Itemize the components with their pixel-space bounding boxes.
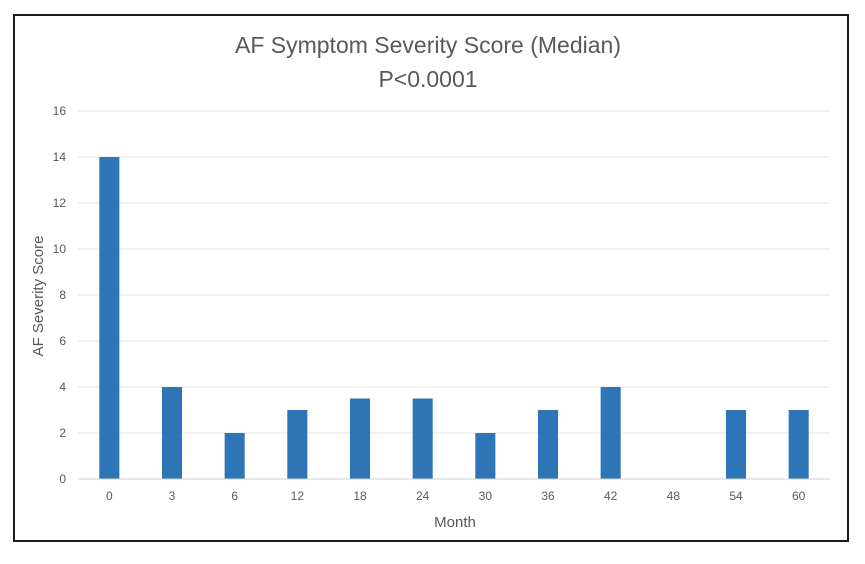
x-tick-label: 36 xyxy=(541,489,555,503)
y-tick-label: 10 xyxy=(53,242,67,256)
y-tick-label: 12 xyxy=(53,196,67,210)
bar-month-12 xyxy=(287,410,308,479)
y-tick-label: 16 xyxy=(53,104,67,118)
y-tick-label: 8 xyxy=(59,288,66,302)
y-tick-label: 0 xyxy=(59,472,66,486)
x-tick-label: 60 xyxy=(792,489,806,503)
chart-subtitle: P<0.0001 xyxy=(378,66,477,92)
x-tick-label: 48 xyxy=(667,489,681,503)
chart-title: AF Symptom Severity Score (Median) xyxy=(235,32,621,58)
y-tick-labels: 0 2 4 6 8 10 12 14 16 xyxy=(53,104,67,486)
x-tick-label: 24 xyxy=(416,489,430,503)
bar-month-30 xyxy=(475,433,496,479)
bar-month-0 xyxy=(99,157,120,479)
x-tick-label: 18 xyxy=(353,489,367,503)
y-tick-label: 4 xyxy=(59,380,66,394)
gridlines xyxy=(78,110,830,434)
y-axis-title: AF Severity Score xyxy=(30,236,47,357)
bar-month-24 xyxy=(412,398,433,479)
bar-month-18 xyxy=(349,398,371,479)
x-tick-labels: 0 3 6 12 18 24 30 36 42 48 54 60 xyxy=(106,489,806,503)
y-tick-label: 6 xyxy=(59,334,66,348)
bar-month-54 xyxy=(725,410,747,479)
bar-month-36 xyxy=(537,410,559,479)
x-tick-label: 30 xyxy=(479,489,493,503)
x-tick-label: 12 xyxy=(291,489,305,503)
x-axis-title: Month xyxy=(434,514,476,531)
bar-month-42 xyxy=(600,387,621,479)
bars xyxy=(99,157,809,479)
x-tick-label: 3 xyxy=(169,489,176,503)
x-tick-label: 6 xyxy=(231,489,238,503)
bar-month-6 xyxy=(224,433,245,479)
x-tick-label: 0 xyxy=(106,489,113,503)
y-tick-label: 2 xyxy=(59,426,66,440)
y-tick-label: 14 xyxy=(53,150,67,164)
bar-month-3 xyxy=(161,387,183,479)
bar-month-60 xyxy=(788,410,809,479)
x-tick-label: 42 xyxy=(604,489,618,503)
x-tick-label: 54 xyxy=(729,489,743,503)
